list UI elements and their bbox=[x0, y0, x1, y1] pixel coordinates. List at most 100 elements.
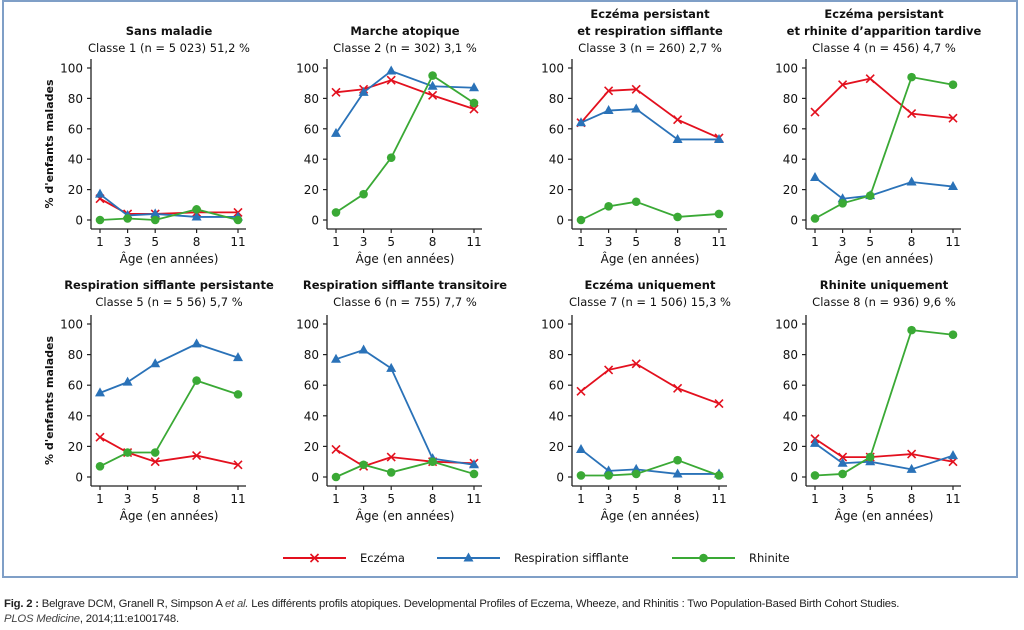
y-tick-label: 20 bbox=[783, 440, 798, 454]
series-triangle bbox=[576, 103, 724, 143]
data-point bbox=[906, 176, 917, 186]
y-tick-label: 40 bbox=[549, 409, 564, 423]
data-point bbox=[95, 432, 105, 442]
panel-title-line-2: et rhinite d’apparition tardive bbox=[787, 24, 982, 38]
y-tick-label: 0 bbox=[311, 471, 319, 485]
series-circle bbox=[331, 457, 479, 482]
x-tick-label: 11 bbox=[711, 492, 726, 506]
y-tick-label: 40 bbox=[549, 153, 564, 167]
series-circle bbox=[331, 71, 479, 217]
x-tick-label: 5 bbox=[151, 235, 159, 249]
data-point bbox=[233, 352, 243, 362]
x-tick-label: 3 bbox=[124, 235, 132, 249]
data-point bbox=[907, 72, 916, 82]
x-tick-label: 1 bbox=[811, 235, 819, 249]
y-tick-label: 40 bbox=[68, 409, 83, 423]
series-x bbox=[810, 74, 958, 123]
series-line bbox=[99, 197, 238, 215]
series-x bbox=[576, 84, 724, 143]
y-axis-label: % d'enfants malades bbox=[43, 336, 56, 465]
x-tick-label: 5 bbox=[866, 235, 874, 249]
y-tick-label: 80 bbox=[304, 348, 319, 362]
data-point bbox=[123, 448, 132, 457]
data-point bbox=[604, 471, 613, 480]
y-tick-label: 20 bbox=[549, 440, 564, 454]
x-tick-label: 8 bbox=[674, 235, 682, 249]
data-point bbox=[576, 443, 586, 453]
series-line bbox=[580, 362, 720, 405]
y-tick-label: 80 bbox=[304, 92, 319, 106]
data-point bbox=[386, 153, 396, 162]
data-point bbox=[192, 451, 202, 461]
y-tick-label: 60 bbox=[304, 122, 319, 136]
series-triangle bbox=[576, 443, 724, 478]
x-tick-label: 1 bbox=[811, 492, 819, 506]
data-point bbox=[865, 74, 875, 84]
x-tick-label: 1 bbox=[96, 235, 104, 249]
panel-4: 0 20 40 60 80 100 1 3 5 8 11 Âge (en années) Eczéma … bbox=[775, 7, 981, 266]
x-tick-label: 8 bbox=[908, 235, 916, 249]
x-tick-label: 11 bbox=[230, 235, 245, 249]
caption-text-3: , 2014;11:e1001748. bbox=[79, 613, 179, 625]
x-tick-label: 8 bbox=[429, 492, 437, 506]
series-triangle bbox=[331, 344, 479, 469]
data-point bbox=[631, 103, 642, 113]
data-point bbox=[604, 202, 613, 211]
data-point bbox=[948, 113, 958, 123]
series-triangle bbox=[810, 171, 958, 203]
x-axis-label: Âge (en années) bbox=[120, 508, 219, 523]
data-point bbox=[386, 452, 396, 462]
y-tick-label: 0 bbox=[75, 214, 83, 228]
data-point bbox=[810, 471, 820, 480]
data-point bbox=[714, 398, 724, 409]
data-point bbox=[948, 181, 958, 191]
y-tick-label: 0 bbox=[790, 471, 798, 485]
y-tick-label: 20 bbox=[68, 183, 83, 197]
series-circle bbox=[95, 205, 243, 225]
y-tick-label: 60 bbox=[549, 122, 564, 136]
legend-item: Rhinite bbox=[672, 551, 790, 565]
panel-title: Eczéma persistant bbox=[590, 7, 710, 21]
data-point bbox=[428, 71, 437, 80]
x-axis-label: Âge (en années) bbox=[356, 508, 455, 523]
x-tick-label: 3 bbox=[839, 492, 847, 506]
panel-title: Respiration sifflante transitoire bbox=[303, 278, 507, 292]
data-point bbox=[469, 98, 479, 108]
series-triangle bbox=[810, 437, 958, 473]
data-point bbox=[331, 127, 341, 137]
data-point bbox=[331, 208, 341, 217]
x-tick-label: 8 bbox=[193, 235, 201, 249]
y-tick-label: 20 bbox=[549, 183, 564, 197]
data-point bbox=[714, 133, 724, 143]
data-point bbox=[150, 448, 160, 457]
panel-title-line-2: et respiration sifflante bbox=[577, 24, 723, 38]
caption-text-2: Les différents profils atopiques. Develo… bbox=[248, 598, 900, 610]
series-line bbox=[580, 108, 719, 141]
data-point bbox=[838, 198, 847, 208]
data-point bbox=[233, 390, 243, 399]
data-point bbox=[603, 105, 614, 115]
series-line bbox=[335, 460, 475, 478]
y-tick-label: 60 bbox=[549, 379, 564, 393]
x-tick-label: 5 bbox=[632, 492, 640, 506]
x-tick-label: 5 bbox=[387, 492, 395, 506]
data-point bbox=[604, 365, 614, 375]
data-point bbox=[865, 191, 875, 200]
y-tick-label: 40 bbox=[68, 153, 83, 167]
data-point bbox=[150, 358, 161, 368]
data-point bbox=[331, 87, 341, 97]
y-tick-label: 80 bbox=[68, 348, 83, 362]
data-point bbox=[386, 362, 397, 372]
x-tick-label: 8 bbox=[908, 492, 916, 506]
series-line bbox=[814, 176, 954, 200]
panel-subtitle: Classe 6 (n = 755) 7,7 % bbox=[333, 295, 477, 309]
data-point bbox=[810, 171, 820, 181]
caption-etal: et al. bbox=[225, 598, 249, 610]
x-axis-label: Âge (en années) bbox=[356, 251, 455, 266]
y-tick-label: 60 bbox=[304, 379, 319, 393]
legend-marker bbox=[309, 553, 320, 563]
x-tick-label: 3 bbox=[839, 235, 847, 249]
y-tick-label: 100 bbox=[541, 62, 564, 76]
data-point bbox=[672, 468, 683, 478]
x-tick-label: 8 bbox=[674, 492, 682, 506]
